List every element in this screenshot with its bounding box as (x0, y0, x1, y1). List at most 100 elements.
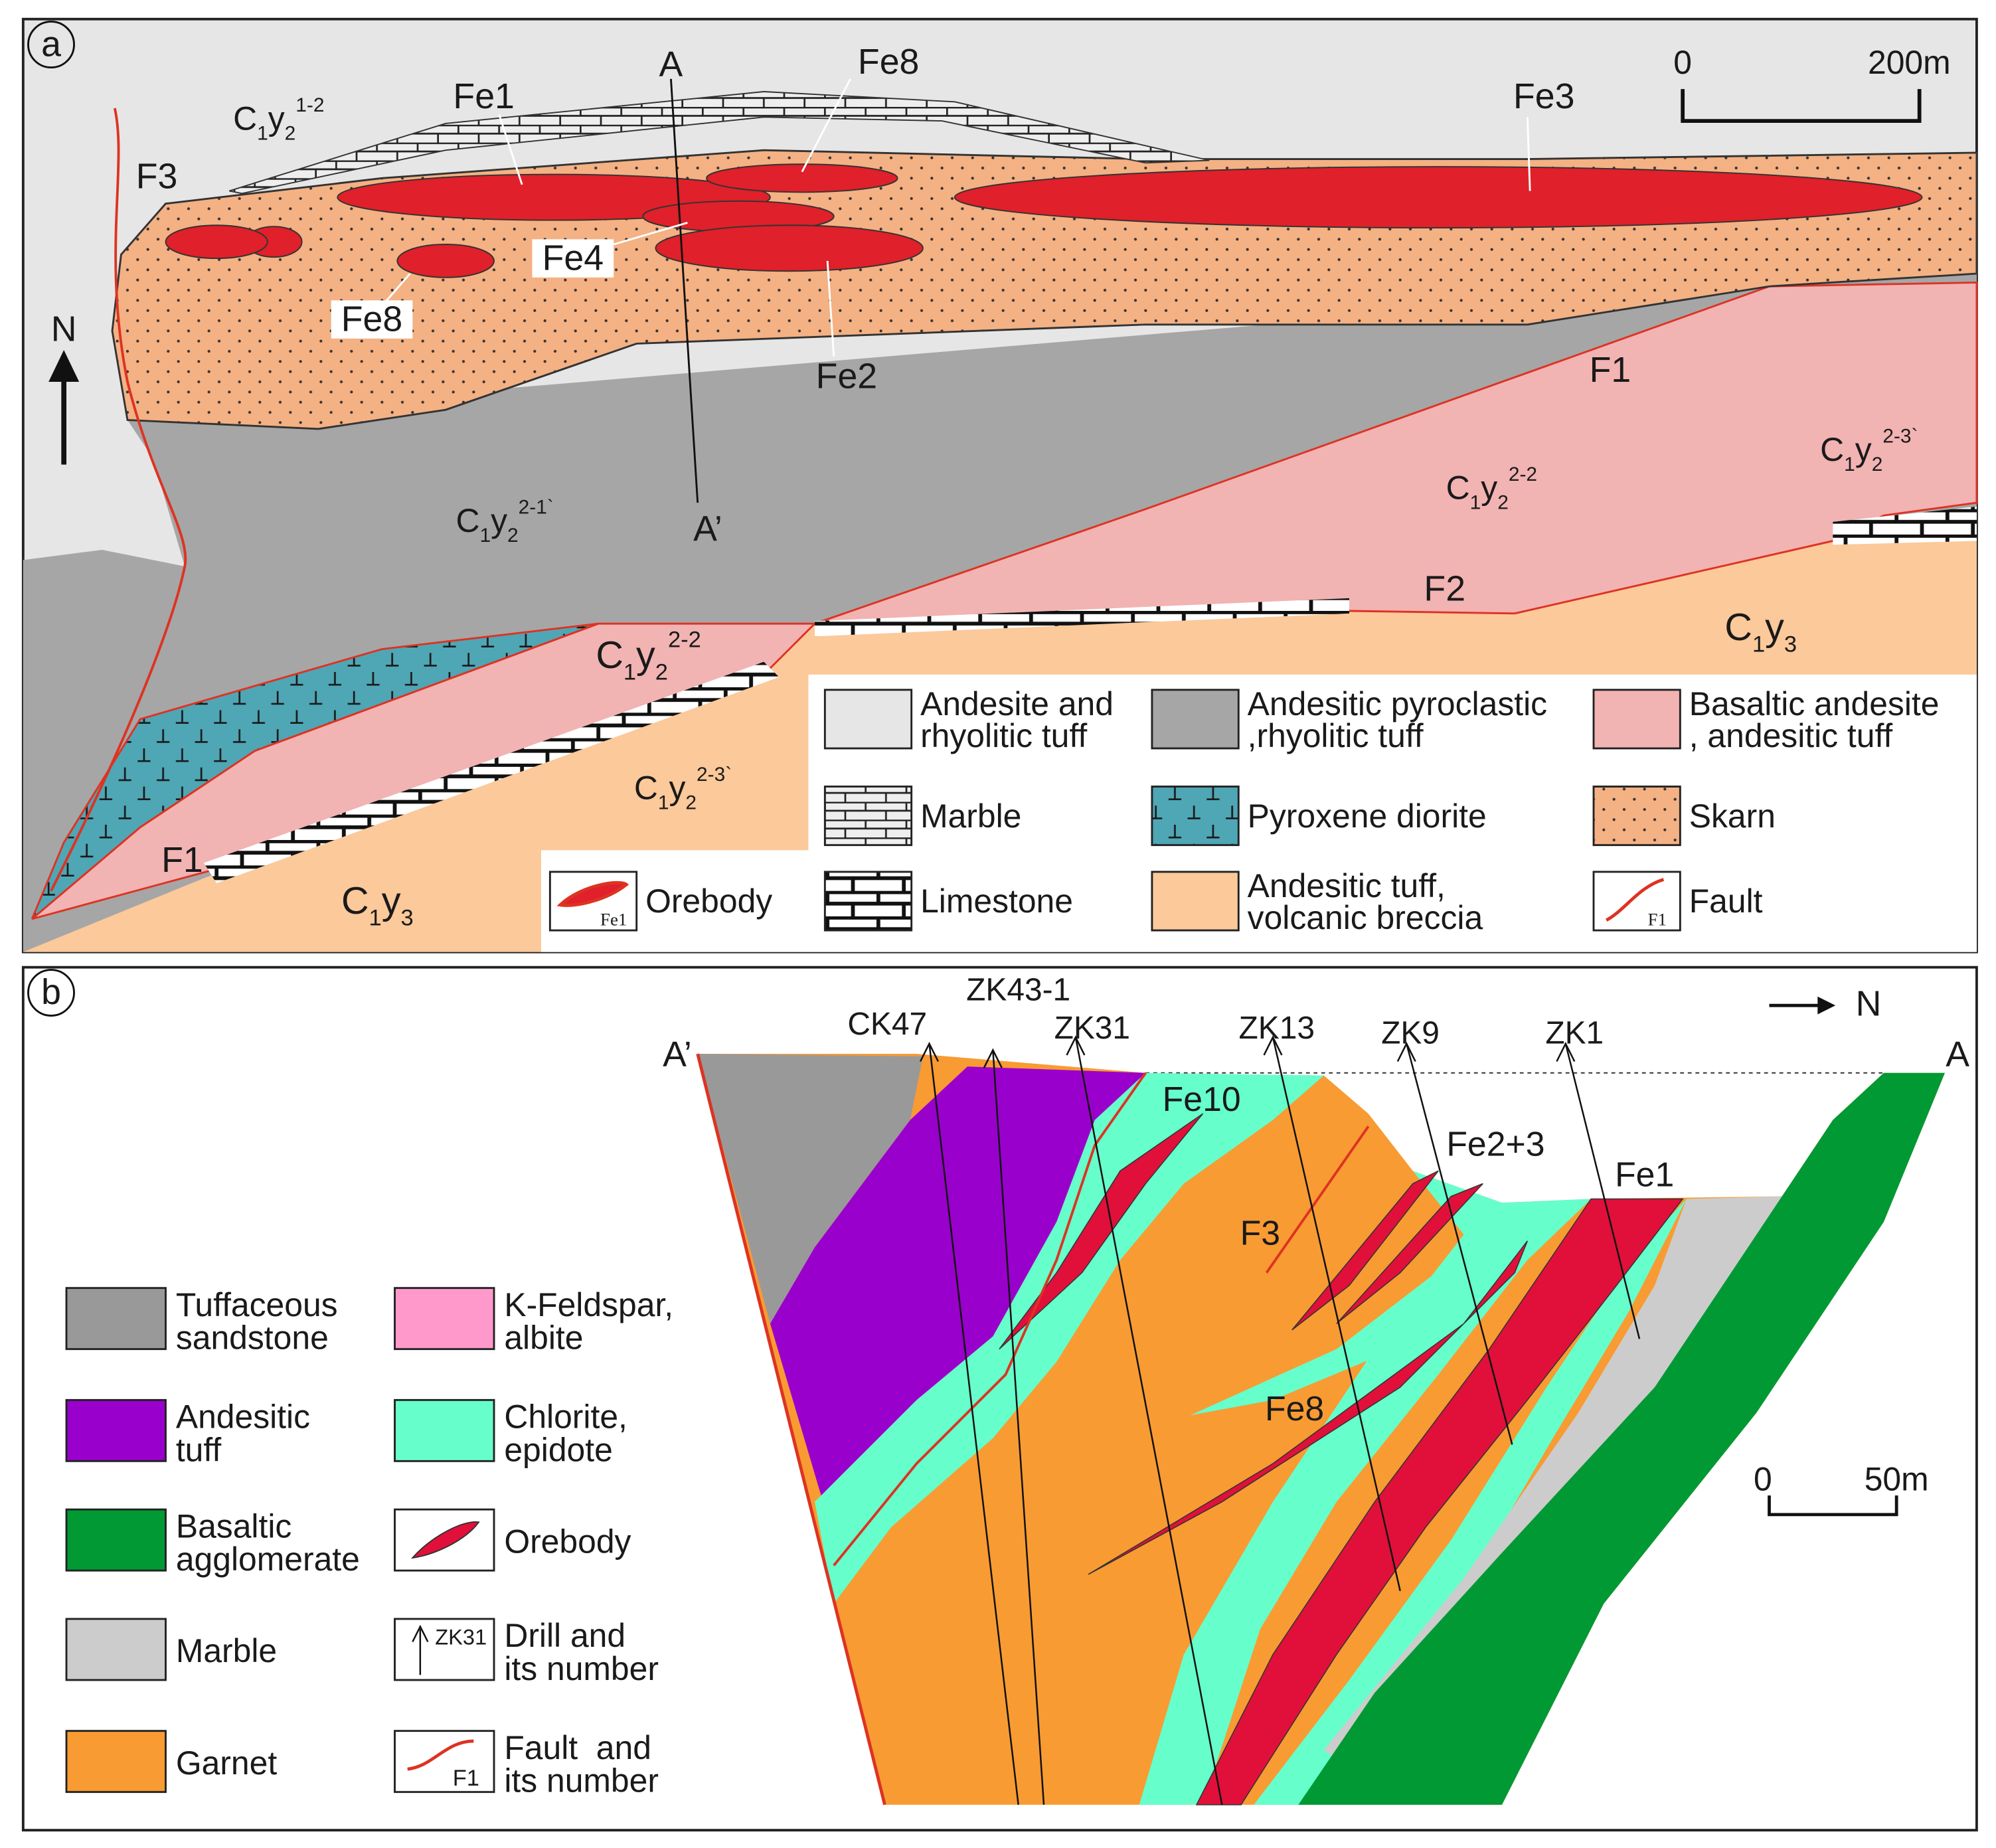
orebody (954, 166, 1923, 229)
orebody-label: Fe2+3 (1446, 1124, 1544, 1163)
legend-label: its number (504, 1650, 659, 1687)
legend-swatch (1151, 871, 1240, 932)
legend-label: Fault and (504, 1729, 651, 1766)
drill-arrow (1066, 1035, 1086, 1056)
legend-label: Chlorite, (504, 1398, 627, 1436)
section-line (669, 78, 699, 503)
scale-label: 0 (1754, 1460, 1772, 1497)
chlorite-epidote (815, 1072, 1324, 1604)
chlorite-epidote (1254, 1199, 1687, 1805)
legend-label: sandstone (176, 1319, 329, 1357)
map-label: Fe2 (816, 357, 877, 396)
andesitic-tuff (770, 1066, 1146, 1496)
legend-label: Andesite and (920, 685, 1114, 722)
orebody (999, 1113, 1204, 1350)
unit-label: C1y2 1-2 (233, 94, 324, 144)
basaltic-andesite (814, 282, 1978, 625)
legend-label: agglomerate (176, 1541, 360, 1578)
legend-label: tuff (176, 1431, 221, 1468)
map-label: Fe4 (542, 238, 604, 278)
map-label: F1 (1590, 350, 1631, 390)
map-label: F3 (136, 157, 178, 197)
scale-label: 0 (1673, 44, 1692, 81)
tuffaceous-sandstone (697, 1054, 923, 1324)
drill-label: ZK43-1 (966, 973, 1070, 1008)
unit-part: 2-2 (1509, 463, 1537, 485)
unit-label: C1y3 (341, 880, 414, 930)
legend-swatch (1151, 786, 1240, 847)
map-label: Fe8 (858, 42, 919, 82)
legend-swatch (394, 1287, 495, 1351)
map-label: Fe1 (453, 76, 514, 116)
section-label: A’ (663, 1035, 692, 1074)
legend-label: Andesitic pyroclastic (1248, 685, 1547, 722)
legend-swatch (394, 1398, 495, 1462)
legend-swatch (394, 1618, 495, 1681)
unit-part: y (636, 634, 655, 677)
unit-part: 2-1` (519, 497, 554, 519)
legend-label: Marble (176, 1632, 277, 1669)
unit-part: 3 (400, 905, 413, 930)
chlorite-epidote (1139, 1171, 1592, 1805)
unit-part: C (1820, 431, 1844, 468)
fault-f3 (1265, 1126, 1370, 1274)
orebody (1336, 1183, 1483, 1324)
legend-label: ,rhyolitic tuff (1248, 717, 1424, 754)
unit-part: 1 (1844, 454, 1855, 475)
drill-label: CK47 (847, 1007, 927, 1042)
legend-swatch (823, 689, 913, 750)
marble-mid (815, 598, 1349, 637)
legend-swatch (823, 871, 913, 932)
drill-arrow (1556, 1041, 1576, 1062)
legend-swatch (65, 1730, 167, 1794)
legend-icon-text: Fe1 (600, 909, 627, 929)
legend-icon (410, 1521, 480, 1559)
unit-label: C1y22-1` (456, 497, 553, 546)
legend-swatch (394, 1730, 495, 1794)
drill-hole (1074, 1037, 1223, 1806)
panel-a: 0 200maFe1Fe8Fe3Fe4Fe8Fe2F3F1F1F2AA’NC1y2… (23, 21, 1978, 952)
orebody-label: Fe1 (1615, 1155, 1674, 1193)
legend-label: Tuffaceous (176, 1286, 338, 1323)
unit-part: 2-3` (697, 764, 732, 786)
marble-top (229, 91, 1210, 195)
unit-part: 1 (1470, 491, 1481, 513)
map-label: F2 (1424, 569, 1465, 609)
panel-label: a (41, 24, 61, 64)
unit-part: 2-3` (1882, 425, 1918, 447)
unit-part: y (268, 100, 285, 137)
unit-part: 3 (1784, 631, 1797, 657)
north-arrow-head (1817, 996, 1836, 1015)
scale-label: 50m (1865, 1460, 1929, 1497)
legend-swatch (1592, 871, 1681, 932)
basaltic-agglomerate (1298, 1072, 1945, 1805)
legend-label: K-Feldspar, (504, 1286, 673, 1323)
drill-arrow (983, 1048, 1003, 1068)
legend-label: epidote (504, 1431, 612, 1468)
drill-hole (928, 1043, 1019, 1805)
legend-label: Marble (920, 798, 1021, 835)
leader-line (384, 273, 411, 304)
legend-label: , andesitic tuff (1689, 717, 1893, 754)
unit-part: 2 (655, 660, 668, 685)
unit-part: C (634, 770, 658, 807)
legend-swatch (65, 1508, 167, 1572)
map-label: N (51, 309, 77, 349)
drill-label: ZK1 (1545, 1016, 1604, 1051)
drill-hole (1406, 1043, 1513, 1445)
marble-right (1833, 506, 1977, 545)
legend-swatch (1592, 689, 1681, 750)
orebody (1291, 1170, 1439, 1331)
legend-icon (556, 881, 629, 907)
legend-label: Andesitic tuff, (1248, 867, 1446, 904)
unit-label: C1y22-2 (1446, 463, 1537, 513)
unit-part: C (456, 502, 479, 539)
unit-part: 2-2 (668, 628, 701, 653)
unit-part: 1 (479, 525, 491, 546)
north-arrow-head (48, 350, 80, 382)
map-label: Fe8 (341, 299, 402, 339)
legend-icon-text: F1 (1648, 909, 1667, 929)
